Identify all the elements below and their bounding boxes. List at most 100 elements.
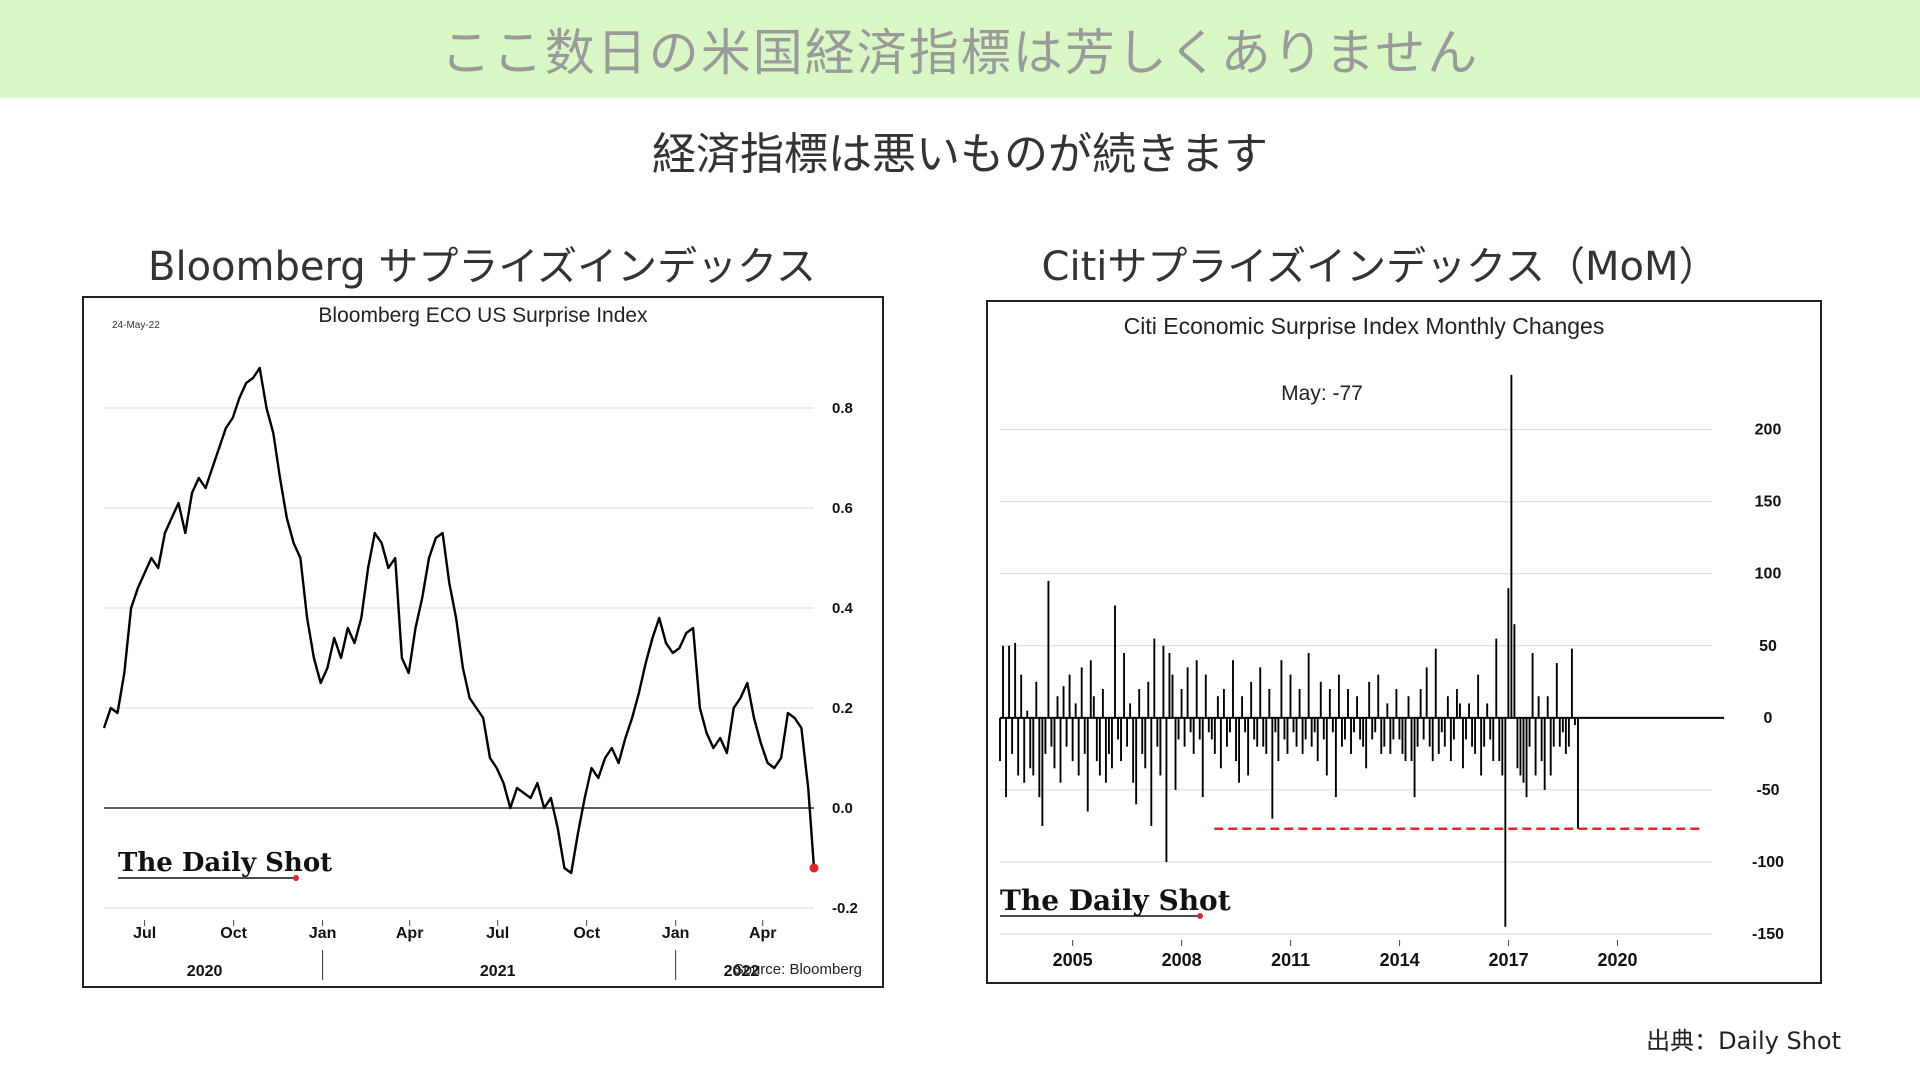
page-subtitle: 経済指標は悪いものが続きます — [652, 129, 1268, 180]
bar — [1265, 717, 1268, 754]
bar — [1035, 681, 1038, 718]
bar — [1341, 717, 1343, 747]
bar — [1516, 717, 1519, 769]
year-label: 2022 — [724, 963, 760, 980]
bar — [1216, 696, 1219, 718]
bar — [1443, 717, 1446, 747]
bar — [1123, 653, 1126, 718]
y-tick-label: 150 — [1755, 494, 1782, 511]
bar — [1002, 645, 1004, 718]
bar — [1334, 717, 1337, 798]
bar — [1574, 717, 1576, 726]
bar — [1537, 696, 1540, 718]
daily-shot-logo: The Daily Shot — [118, 848, 332, 878]
bar — [1434, 648, 1437, 718]
bar — [1186, 667, 1189, 718]
bar — [1104, 717, 1107, 783]
bar — [1316, 717, 1319, 762]
x-tick-label: Jul — [133, 925, 156, 942]
x-tick-label: Jan — [662, 925, 690, 942]
bar — [1489, 717, 1492, 740]
bar — [1156, 717, 1159, 747]
bar — [1471, 717, 1473, 747]
bar — [1111, 717, 1113, 769]
bar — [1092, 696, 1095, 718]
may-annotation: May: -77 — [1281, 382, 1363, 405]
y-tick-label: 0.8 — [832, 400, 853, 417]
bar — [1277, 717, 1280, 762]
x-tick-label: 2008 — [1162, 950, 1202, 970]
bar — [1189, 717, 1192, 733]
bar — [1325, 717, 1328, 776]
bar — [1389, 717, 1392, 754]
bar — [1114, 605, 1116, 718]
bar — [1392, 717, 1395, 740]
bar — [1347, 689, 1349, 718]
bar — [1226, 717, 1228, 747]
bar — [1292, 717, 1295, 733]
bar — [1101, 689, 1104, 718]
bar — [1268, 689, 1271, 718]
bar — [1507, 588, 1510, 718]
bar — [1401, 717, 1404, 754]
bar — [1474, 717, 1477, 754]
y-tick-label: 0.6 — [832, 500, 853, 517]
x-tick-label: Oct — [220, 925, 247, 942]
bar — [1525, 717, 1528, 798]
bar — [1498, 717, 1501, 762]
left-panel-title: Bloomberg サプライズインデックス — [148, 244, 816, 290]
bar — [1465, 717, 1467, 740]
y-tick-label: -150 — [1752, 926, 1784, 943]
bar — [1204, 674, 1207, 718]
bar — [1238, 717, 1240, 783]
x-tick-label: 2014 — [1380, 950, 1420, 970]
bar — [1353, 717, 1355, 733]
bar — [1135, 717, 1138, 805]
bar — [1017, 717, 1020, 776]
bar — [1398, 717, 1401, 740]
bar — [1050, 717, 1053, 747]
y-tick-label: -0.2 — [832, 900, 858, 917]
bar — [1038, 717, 1041, 798]
bar — [1362, 717, 1365, 747]
bar — [1026, 710, 1029, 718]
bar — [1483, 717, 1486, 747]
bar — [1504, 717, 1507, 927]
bar — [1519, 717, 1522, 776]
bar — [1153, 638, 1156, 718]
bar — [1074, 703, 1077, 718]
x-tick-label: Apr — [749, 925, 777, 942]
bar — [1452, 717, 1455, 740]
bar — [1446, 696, 1449, 718]
y-tick-label: 0.2 — [832, 700, 853, 717]
x-tick-label: Apr — [396, 925, 424, 942]
bar — [1065, 717, 1068, 747]
bar — [1359, 717, 1362, 740]
bar — [1552, 717, 1555, 747]
x-tick-label: Jul — [486, 925, 509, 942]
bar — [1229, 717, 1231, 733]
bar — [1513, 624, 1516, 718]
bar — [1286, 717, 1289, 754]
bar — [1380, 717, 1383, 754]
y-tick-label: 0.0 — [832, 800, 853, 817]
bar — [1319, 681, 1322, 718]
bar — [1365, 717, 1368, 769]
bar — [1241, 696, 1244, 718]
bar — [1168, 653, 1171, 718]
bar — [1198, 717, 1201, 740]
bar — [1298, 689, 1301, 718]
bar — [1377, 674, 1380, 718]
bar — [1062, 686, 1065, 718]
latest-point-marker — [809, 863, 819, 873]
bar — [1235, 717, 1237, 762]
bar — [1410, 717, 1413, 762]
bar — [1431, 717, 1434, 762]
bar — [1501, 717, 1504, 776]
bar — [1117, 717, 1119, 740]
logo-dot — [1197, 913, 1203, 919]
bar — [1141, 717, 1144, 754]
bar — [1041, 717, 1044, 826]
bar — [1192, 717, 1195, 754]
y-tick-label: 200 — [1755, 422, 1782, 439]
